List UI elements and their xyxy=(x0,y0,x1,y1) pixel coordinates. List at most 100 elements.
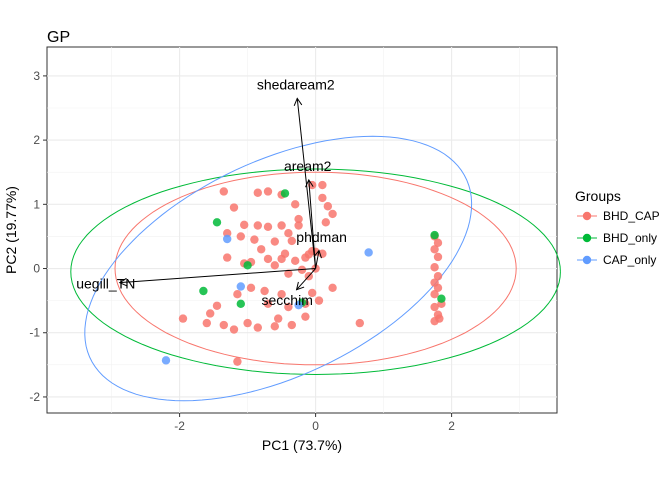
y-axis-label: PC2 (19.77%) xyxy=(3,186,19,274)
x-tick-label: -2 xyxy=(174,419,185,433)
legend-label-BHD_CAP: BHD_CAP xyxy=(603,209,660,223)
point-BHD_CAP xyxy=(355,318,364,328)
point-BHD_CAP xyxy=(430,290,439,299)
loading-label-secchim: secchim xyxy=(262,292,313,308)
point-BHD_CAP xyxy=(260,286,269,296)
y-tick-label: -2 xyxy=(29,390,40,404)
point-BHD_CAP xyxy=(236,232,245,241)
point-BHD_CAP xyxy=(280,249,290,258)
point-BHD_CAP xyxy=(219,187,228,196)
point-BHD_CAP xyxy=(257,245,266,254)
point-BHD_CAP xyxy=(263,299,273,309)
arrowhead-secchim xyxy=(295,281,305,291)
point-BHD_CAP xyxy=(291,256,300,266)
point-CAP_only xyxy=(294,300,303,310)
legend: Groups BHD_CAP BHD_only CAP_only xyxy=(575,188,660,267)
loading-label-phdman: phdman xyxy=(296,229,347,245)
point-BHD_CAP xyxy=(433,238,443,248)
point-BHD_CAP xyxy=(430,263,439,272)
point-BHD_CAP xyxy=(323,202,333,211)
point-BHD_CAP xyxy=(328,209,337,219)
loading-arrow-aream2 xyxy=(308,179,317,269)
chart-title: GP xyxy=(47,29,70,46)
point-BHD_only xyxy=(280,189,290,198)
point-BHD_CAP xyxy=(277,290,286,299)
point-BHD_CAP xyxy=(270,261,279,270)
point-CAP_only xyxy=(161,356,171,365)
legend-key-point-BHD_CAP xyxy=(582,211,592,221)
point-BHD_CAP xyxy=(318,193,327,203)
point-BHD_CAP xyxy=(321,218,330,227)
ellipse-BHD_CAP xyxy=(114,171,517,366)
x-tick-label: 2 xyxy=(448,419,455,433)
loading-arrow-secchim xyxy=(296,268,316,291)
loading-arrow-shedaream2 xyxy=(296,98,317,269)
point-BHD_CAP xyxy=(178,314,188,323)
point-BHD_CAP xyxy=(253,323,262,332)
point-BHD_CAP xyxy=(253,221,262,230)
point-BHD_CAP xyxy=(219,320,228,330)
point-BHD_CAP xyxy=(246,283,256,292)
y-tick-label: 3 xyxy=(33,69,40,83)
loading-label-uegill_TN: uegill_TN xyxy=(76,276,135,292)
point-BHD_CAP xyxy=(240,220,249,230)
point-BHD_CAP xyxy=(318,180,327,190)
point-BHD_only xyxy=(236,299,245,309)
point-BHD_CAP xyxy=(433,272,443,281)
loading-arrow-phdman xyxy=(315,250,320,269)
point-BHD_CAP xyxy=(294,214,303,224)
point-BHD_CAP xyxy=(250,235,259,244)
group-ellipses xyxy=(70,135,561,402)
point-BHD_CAP xyxy=(433,252,443,262)
point-BHD_only xyxy=(199,286,208,296)
point-BHD_CAP xyxy=(308,288,317,298)
ellipse-BHD_only xyxy=(70,168,561,376)
point-BHD_CAP xyxy=(430,302,439,312)
point-BHD_CAP xyxy=(223,229,232,238)
point-BHD_CAP xyxy=(263,222,273,231)
point-BHD_only xyxy=(430,230,439,240)
legend-label-BHD_only: BHD_only xyxy=(603,231,657,245)
point-BHD_CAP xyxy=(328,283,337,292)
loading-label-aream2: aream2 xyxy=(284,158,332,174)
x-axis-label: PC1 (73.7%) xyxy=(262,437,342,453)
arrowhead-phdman xyxy=(313,249,322,259)
arrowhead-aream2 xyxy=(305,178,314,188)
loading-label-shedaream2: shedaream2 xyxy=(257,76,335,92)
point-BHD_CAP xyxy=(206,309,215,318)
point-CAP_only xyxy=(364,248,373,257)
point-BHD_CAP xyxy=(291,200,300,209)
grid-lines xyxy=(47,47,557,413)
data-points xyxy=(161,180,446,366)
point-BHD_CAP xyxy=(294,221,303,230)
point-BHD_CAP xyxy=(253,188,262,197)
point-BHD_CAP xyxy=(430,245,439,254)
point-BHD_CAP xyxy=(270,322,279,331)
point-BHD_CAP xyxy=(270,237,279,246)
point-BHD_only xyxy=(243,261,252,270)
y-tick-label: 2 xyxy=(33,133,40,147)
point-BHD_CAP xyxy=(263,254,273,264)
point-BHD_CAP xyxy=(284,229,293,238)
point-BHD_CAP xyxy=(435,314,444,323)
point-BHD_only xyxy=(212,218,222,227)
point-BHD_CAP xyxy=(223,253,232,262)
arrowhead-uegill_TN xyxy=(118,277,128,287)
y-tick-label: 1 xyxy=(33,197,40,211)
point-BHD_CAP xyxy=(301,312,310,321)
legend-key-point-CAP_only xyxy=(582,255,592,265)
arrowhead-shedaream2 xyxy=(293,97,303,106)
legend-title: Groups xyxy=(575,188,621,204)
point-BHD_CAP xyxy=(284,302,293,312)
point-CAP_only xyxy=(236,282,245,291)
point-BHD_CAP xyxy=(314,296,324,305)
y-tick-label: -1 xyxy=(29,326,40,340)
point-BHD_CAP xyxy=(212,301,222,310)
legend-label-CAP_only: CAP_only xyxy=(603,253,656,267)
point-BHD_CAP xyxy=(233,290,242,299)
point-BHD_CAP xyxy=(229,325,239,334)
point-BHD_CAP xyxy=(274,314,283,323)
ellipse-CAP_only xyxy=(84,135,473,402)
point-BHD_only xyxy=(437,294,446,303)
